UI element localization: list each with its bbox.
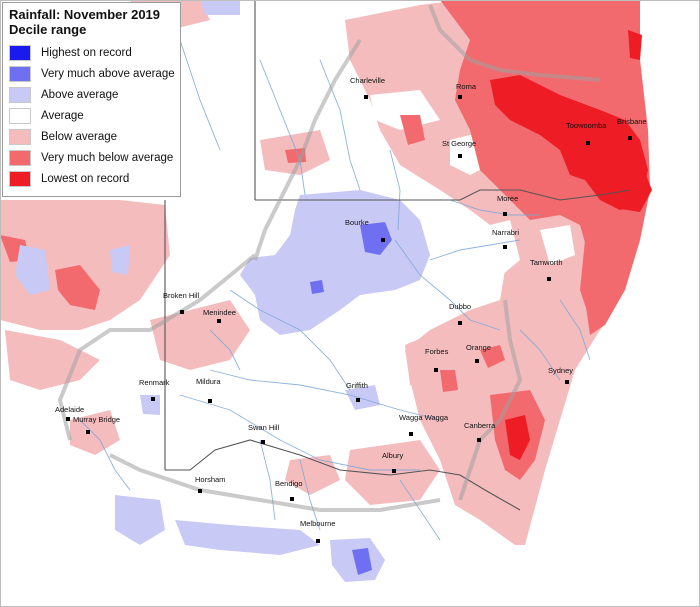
legend-item: Average (9, 105, 180, 126)
legend: Rainfall: November 2019 Decile range Hig… (2, 2, 181, 197)
legend-label: Very much above average (41, 67, 175, 80)
town-marker (565, 380, 569, 384)
legend-swatch (9, 107, 31, 124)
legend-subtitle: Decile range (9, 22, 87, 37)
town-label: Charleville (350, 76, 385, 85)
town-label: Renmark (139, 378, 170, 387)
legend-items: Highest on record Very much above average… (9, 42, 180, 189)
town-marker (198, 489, 202, 493)
town-marker (381, 238, 385, 242)
town-marker (86, 430, 90, 434)
legend-title: Rainfall: November 2019 (9, 7, 161, 22)
legend-item: Highest on record (9, 42, 180, 63)
legend-item: Below average (9, 126, 180, 147)
town-marker (477, 438, 481, 442)
legend-item: Very much below average (9, 147, 180, 168)
town-label: St George (442, 139, 476, 148)
town-marker (364, 95, 368, 99)
town-marker (503, 212, 507, 216)
legend-label: Above average (41, 88, 119, 101)
town-label: Sydney (548, 366, 573, 375)
town-label: Forbes (425, 347, 449, 356)
town-marker (458, 321, 462, 325)
town-label: Murray Bridge (73, 415, 120, 424)
town-marker (586, 141, 590, 145)
legend-swatch (9, 65, 31, 82)
town-label: Orange (466, 343, 491, 352)
town-label: Adelaide (55, 405, 84, 414)
town-marker (547, 277, 551, 281)
legend-swatch (9, 86, 31, 103)
town-marker (180, 310, 184, 314)
town-marker (503, 245, 507, 249)
town-marker (208, 399, 212, 403)
town-marker (392, 469, 396, 473)
town-marker (290, 497, 294, 501)
town-marker (434, 368, 438, 372)
town-label: Griffith (346, 381, 368, 390)
town-label: Wagga Wagga (399, 413, 449, 422)
town-marker (409, 432, 413, 436)
town-label: Menindee (203, 308, 236, 317)
town-label: Bendigo (275, 479, 303, 488)
town-label: Roma (456, 82, 477, 91)
town-marker (316, 539, 320, 543)
range-shading (57, 4, 601, 512)
legend-item: Above average (9, 84, 180, 105)
town-label: Swan Hill (248, 423, 280, 432)
town-label: Brisbane (617, 117, 647, 126)
legend-label: Lowest on record (41, 172, 130, 185)
rivers (79, 39, 591, 541)
town-marker (475, 359, 479, 363)
legend-swatch (9, 44, 31, 61)
town-marker (628, 136, 632, 140)
town-marker (458, 95, 462, 99)
legend-label: Below average (41, 130, 118, 143)
legend-swatch (9, 170, 31, 187)
town-label: Bourke (345, 218, 369, 227)
town-label: Narrabri (492, 228, 519, 237)
legend-item: Lowest on record (9, 168, 180, 189)
town-label: Toowoomba (566, 121, 607, 130)
legend-label: Highest on record (41, 46, 132, 59)
town-label: Canberra (464, 421, 496, 430)
legend-swatch (9, 149, 31, 166)
town-marker (261, 440, 265, 444)
town-label: Horsham (195, 475, 225, 484)
town-label: Melbourne (300, 519, 335, 528)
town-marker (217, 319, 221, 323)
town-marker (356, 398, 360, 402)
town-marker (151, 397, 155, 401)
town-marker (458, 154, 462, 158)
lowest-on-record-regions (490, 30, 652, 460)
ocean-east (520, 0, 700, 607)
town-marker (66, 417, 70, 421)
very-much-above-average-regions (310, 222, 392, 575)
town-label: Albury (382, 451, 404, 460)
legend-swatch (9, 128, 31, 145)
town-label: Moree (497, 194, 518, 203)
legend-label: Average (41, 109, 84, 122)
town-label: Dubbo (449, 302, 471, 311)
town-label: Mildura (196, 377, 221, 386)
town-label: Tamworth (530, 258, 563, 267)
legend-item: Very much above average (9, 63, 180, 84)
towns: Charleville Roma Toowoomba Brisbane St Georg… (55, 76, 647, 543)
town-label: Broken Hill (163, 291, 200, 300)
legend-label: Very much below average (41, 151, 174, 164)
